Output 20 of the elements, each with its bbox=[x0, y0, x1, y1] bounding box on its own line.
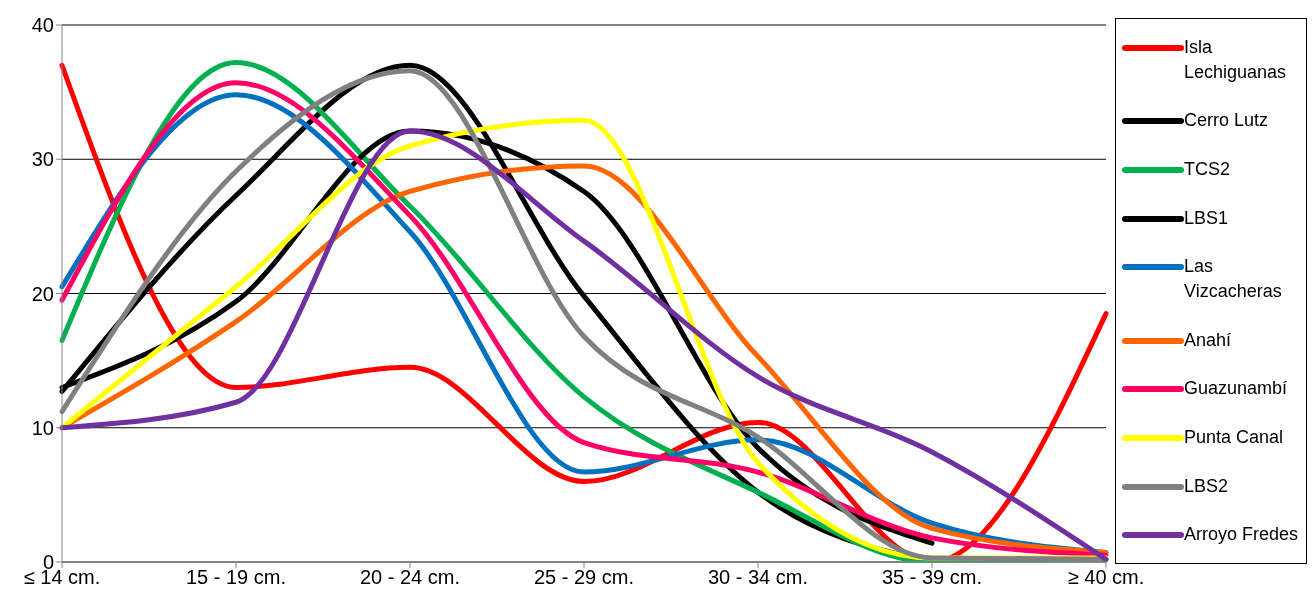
y-tick-label: 10 bbox=[31, 416, 54, 439]
x-tick-label: 35 - 39 cm. bbox=[881, 566, 983, 589]
legend-label: TCS2 bbox=[1184, 158, 1231, 181]
x-tick-label: 15 - 19 cm. bbox=[185, 566, 287, 589]
x-tick-label: 25 - 29 cm. bbox=[533, 566, 635, 589]
legend-label: LBS1 bbox=[1184, 206, 1229, 230]
legend-label: LBS2 bbox=[1184, 474, 1229, 498]
legend-label: Isla Lechiguanas bbox=[1184, 35, 1288, 84]
legend-label: Cerro Lutz bbox=[1184, 109, 1269, 133]
legend-label: Las Vizcacheras bbox=[1184, 255, 1283, 304]
y-tick-label: 20 bbox=[31, 282, 54, 305]
legend-label: Arroyo Fredes bbox=[1184, 523, 1299, 547]
y-tick-label: 40 bbox=[31, 14, 54, 37]
x-tick-label: ≥ 40 cm. bbox=[1067, 566, 1145, 589]
x-tick-label: 30 - 34 cm. bbox=[707, 566, 809, 589]
y-tick-label: 30 bbox=[31, 148, 54, 171]
legend-label: Punta Canal bbox=[1184, 425, 1284, 449]
x-tick-label: 20 - 24 cm. bbox=[359, 566, 461, 589]
legend-label: Anahí bbox=[1184, 328, 1232, 352]
legend-label: Guazunambí bbox=[1184, 377, 1288, 401]
